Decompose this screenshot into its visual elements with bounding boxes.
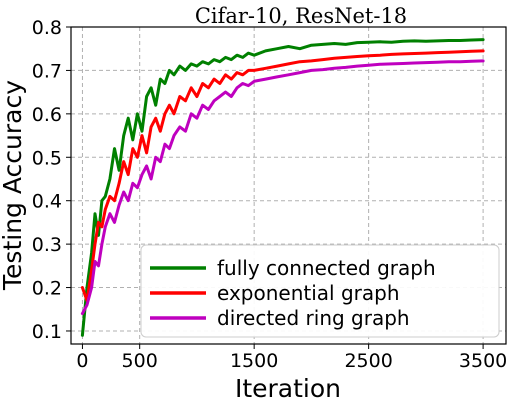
y-axis-label: Testing Accuracy <box>0 80 27 291</box>
x-tick-label: 500 <box>122 350 158 372</box>
series-lines <box>80 38 485 337</box>
x-tick-label: 2500 <box>344 350 392 372</box>
y-tick-label: 0.7 <box>32 60 62 82</box>
axis-ticks: 0 500 1500 2500 3500 0.1 0.2 0.3 0.4 0.5 0.6 0.7 0.8 <box>32 17 508 372</box>
x-tick-label: 3500 <box>459 350 507 372</box>
y-tick-label: 0.3 <box>32 234 62 256</box>
chart-title: Cifar-10, ResNet-18 <box>195 4 407 28</box>
y-tick-label: 0.6 <box>32 104 62 126</box>
plot-frame <box>70 26 507 345</box>
x-tick-label: 0 <box>76 350 88 372</box>
series-line-1 <box>80 38 485 337</box>
legend-entry-label: exponential graph <box>217 281 400 305</box>
legend-entry-label: directed ring graph <box>217 306 410 330</box>
y-tick-label: 0.5 <box>32 147 62 169</box>
y-tick-label: 0.4 <box>32 191 62 213</box>
legend-entry-label: fully connected graph <box>217 256 436 280</box>
series-line-3 <box>80 59 485 316</box>
series-line-2 <box>80 49 485 303</box>
legend-box <box>140 244 500 338</box>
y-tick-label: 0.1 <box>32 321 62 343</box>
y-tick-label: 0.2 <box>32 278 62 300</box>
x-tick-label: 1500 <box>230 350 278 372</box>
y-tick-label: 0.8 <box>32 17 62 39</box>
x-axis-label: Iteration <box>235 374 341 403</box>
